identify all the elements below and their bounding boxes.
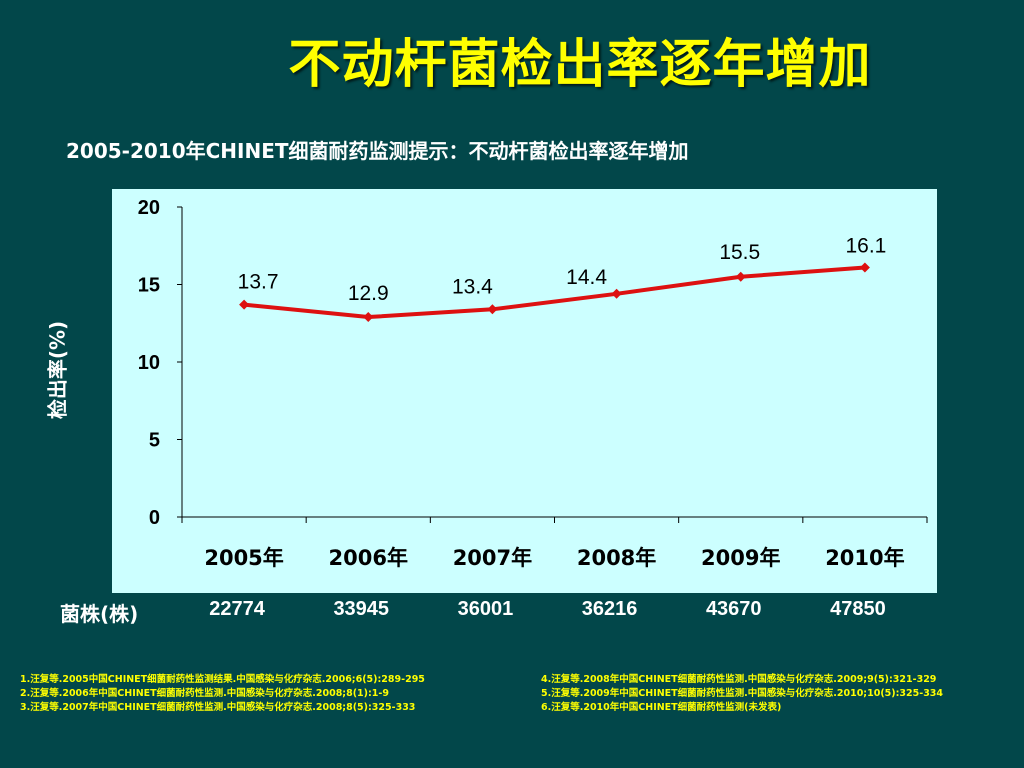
references-left: 1.汪复等.2005中国CHINET细菌耐药性监测结果.中国感染与化疗杂志.20… [20,673,425,715]
reference-item: 4.汪复等.2008年中国CHINET细菌耐药性监测.中国感染与化疗杂志.200… [541,674,937,685]
data-label: 13.4 [452,275,493,298]
x-tick-label: 2008年 [577,546,656,570]
reference-item: 3.汪复等.2007年中国CHINET细菌耐药性监测.中国感染与化疗杂志.200… [20,702,416,713]
y-axis-label: 检出率(%) [45,320,70,420]
data-point [859,262,870,273]
strain-count-value: 22774 [209,598,265,620]
references-right: 4.汪复等.2008年中国CHINET细菌耐药性监测.中国感染与化疗杂志.200… [541,673,943,715]
line-chart: 0 5 10 15 20 2005年 2006年 2007年 2008年 2009年 2010年 13… [138,197,928,570]
data-point [363,312,374,323]
chart-area: 0 5 10 15 20 2005年 2006年 2007年 2008年 2009年 2010年 13… [112,189,937,593]
x-tick-label: 2007年 [453,546,532,570]
y-tick-label: 15 [138,275,160,297]
strain-count-value: 47850 [830,598,886,620]
reference-item: 2.汪复等.2006年中国CHINET细菌耐药性监测.中国感染与化疗杂志.200… [20,688,389,699]
data-point [611,288,622,299]
strain-count-value: 36001 [457,598,514,620]
reference-item: 6.汪复等.2010年中国CHINET细菌耐药性监测(未发表) [541,702,782,713]
strain-count-value: 43670 [705,598,762,620]
x-tick-label: 2005年 [204,546,283,570]
y-tick-label: 0 [149,507,160,529]
strain-count-value: 33945 [333,598,390,620]
data-label: 15.5 [719,241,760,264]
data-point [487,304,498,315]
series-line [243,265,866,320]
data-label: 13.7 [238,271,279,294]
reference-item: 5.汪复等.2009年中国CHINET细菌耐药性监测.中国感染与化疗杂志.201… [541,688,944,699]
chart-subtitle: 2005-2010年CHINET细菌耐药监测提示：不动杆菌检出率逐年增加 [66,139,689,163]
slide-title: 不动杆菌检出率逐年增加 [288,35,872,95]
reference-item: 1.汪复等.2005中国CHINET细菌耐药性监测结果.中国感染与化疗杂志.20… [20,674,425,685]
x-tick-label: 2006年 [329,546,408,570]
data-label: 16.1 [845,234,886,257]
x-tick-label: 2009年 [701,546,780,570]
x-tick-label: 2010年 [825,546,904,570]
data-point [239,299,250,310]
y-tick-label: 20 [138,197,160,219]
strain-count-value: 36216 [581,598,638,620]
y-tick-label: 10 [138,352,160,374]
strain-count-label: 菌株(株) [60,602,139,626]
data-point [735,271,746,282]
data-label: 12.9 [348,282,389,305]
y-tick-label: 5 [149,430,160,452]
data-label: 14.4 [566,266,607,289]
